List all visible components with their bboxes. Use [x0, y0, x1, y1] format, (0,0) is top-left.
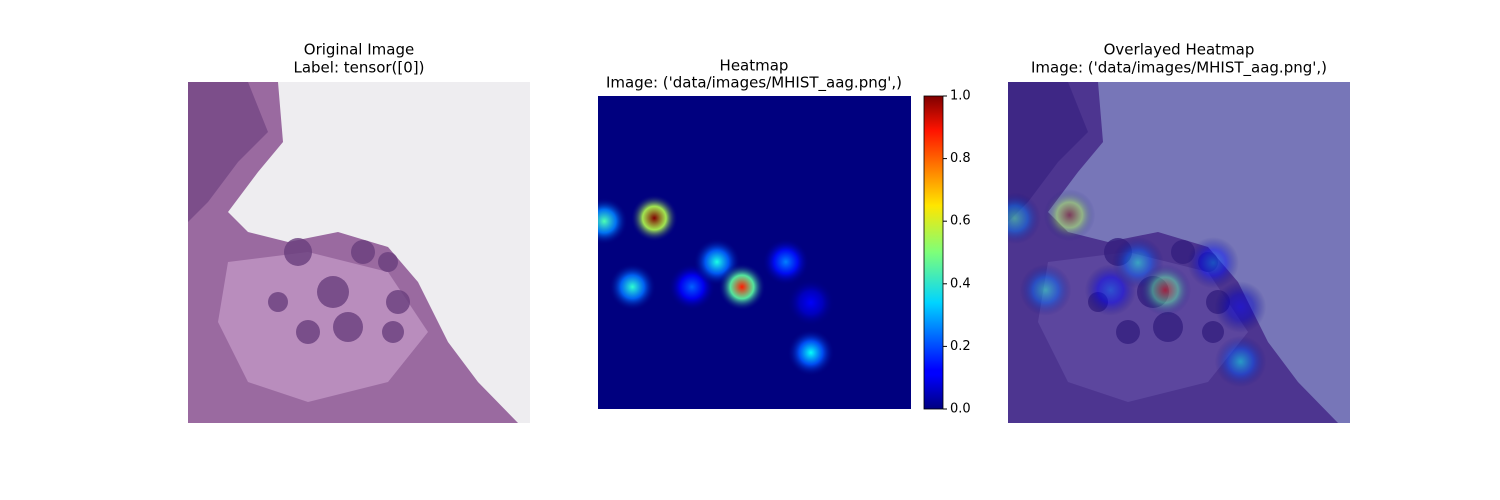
- panel-heatmap: Heatmap Image: ('data/images/MHIST_aag.p…: [598, 57, 971, 417]
- heat-spot: [1214, 281, 1267, 333]
- panel-subtitle: Label: tensor([0]): [293, 59, 424, 77]
- heat-spot: [608, 263, 656, 311]
- colorbar-tick-label: 0.4: [950, 276, 971, 291]
- heat-spot: [1187, 237, 1239, 289]
- panel-subtitle: Image: ('data/images/MHIST_aag.png',): [606, 74, 902, 93]
- panel-title: Heatmap: [720, 57, 789, 75]
- heat-spot: [718, 263, 766, 311]
- heat-spot: [787, 279, 835, 327]
- colorbar-tick-label: 1.0: [950, 89, 971, 104]
- heatmap-spots: [598, 194, 835, 377]
- heat-spot: [1139, 264, 1191, 316]
- panel-title: Overlayed Heatmap: [1104, 41, 1255, 59]
- panel-original: Original Image Label: tensor([0]): [188, 41, 530, 423]
- heat-spot: [630, 194, 678, 242]
- panel-title: Original Image: [304, 41, 414, 59]
- colorbar-tick-label: 0.2: [950, 339, 971, 354]
- panel-overlay: Overlayed Heatmap Image: ('data/images/M…: [1008, 41, 1350, 423]
- heat-spot: [598, 197, 628, 245]
- heat-spot: [1019, 264, 1072, 316]
- heat-spot: [787, 329, 835, 377]
- heat-spot: [1214, 335, 1267, 388]
- colorbar-ticks: 0.0 0.2 0.4 0.6 0.8 1.0: [943, 89, 971, 417]
- heat-spot: [1008, 192, 1041, 245]
- heat-spot: [762, 238, 810, 286]
- overlay-spots: [1008, 189, 1267, 388]
- colorbar-tick-label: 0.0: [950, 402, 971, 417]
- colorbar-tick-label: 0.6: [950, 214, 971, 229]
- colorbar-tick-label: 0.8: [950, 151, 971, 166]
- tissue-image: [188, 82, 530, 423]
- heatmap-background: [598, 96, 911, 409]
- panel-subtitle: Image: ('data/images/MHIST_aag.png',): [1031, 59, 1327, 78]
- overlay-tint: [1008, 82, 1350, 423]
- colorbar: [923, 95, 944, 410]
- heat-spot: [1043, 189, 1096, 241]
